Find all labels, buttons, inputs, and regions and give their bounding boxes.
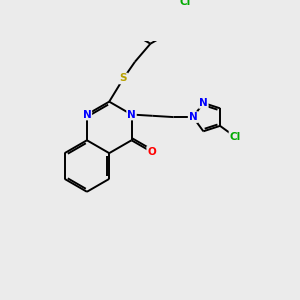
Text: Cl: Cl xyxy=(180,0,191,8)
Text: N: N xyxy=(82,110,91,119)
Text: N: N xyxy=(199,98,208,108)
Text: Cl: Cl xyxy=(230,132,241,142)
Text: S: S xyxy=(120,74,127,83)
Text: O: O xyxy=(147,147,156,157)
Text: N: N xyxy=(189,112,197,122)
Text: N: N xyxy=(127,110,136,119)
